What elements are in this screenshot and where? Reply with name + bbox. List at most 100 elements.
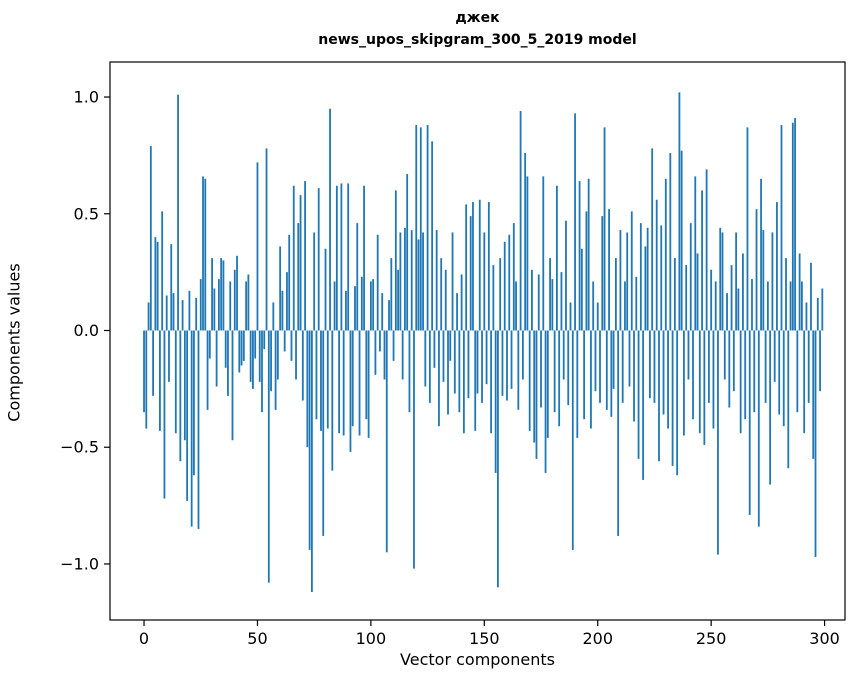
bar: [229, 281, 232, 331]
bar: [676, 330, 679, 476]
bar: [646, 227, 649, 331]
bar: [501, 330, 504, 396]
bar: [528, 330, 531, 431]
bar: [290, 330, 293, 361]
bar: [252, 330, 254, 389]
bar: [274, 330, 277, 410]
bar: [467, 330, 470, 399]
bar: [762, 230, 765, 331]
bar: [556, 185, 558, 331]
bar: [190, 330, 193, 527]
bar: [317, 188, 320, 331]
bar: [374, 330, 377, 375]
bar: [406, 174, 409, 331]
bar: [492, 265, 495, 331]
bar: [730, 265, 733, 331]
bar: [247, 274, 250, 331]
y-tick-label: 1.0: [74, 88, 99, 107]
bar: [202, 176, 204, 331]
bar: [583, 330, 586, 420]
bar: [778, 330, 781, 415]
bar: [531, 269, 533, 331]
bar: [435, 230, 438, 331]
bar: [465, 204, 468, 331]
bar: [288, 234, 291, 331]
bar: [442, 330, 445, 382]
bar: [254, 330, 257, 359]
bar: [394, 190, 397, 331]
bar: [469, 216, 472, 331]
x-tick-label: 300: [809, 629, 840, 648]
bar: [367, 330, 370, 438]
bar: [227, 330, 229, 396]
bar: [603, 127, 606, 331]
bar: [801, 281, 803, 331]
bar: [805, 302, 808, 331]
bar: [183, 330, 186, 441]
bar: [773, 330, 776, 382]
bar: [626, 232, 629, 331]
bar: [240, 330, 243, 366]
bar: [401, 330, 404, 380]
bar: [594, 330, 597, 392]
bar: [637, 330, 640, 459]
bar: [320, 330, 322, 431]
bar: [152, 330, 154, 396]
bar: [617, 330, 620, 536]
bar: [306, 330, 309, 448]
bar: [546, 330, 549, 438]
bar: [569, 302, 572, 331]
bar: [565, 220, 567, 331]
bar: [535, 330, 538, 459]
bar: [451, 232, 454, 331]
bar: [279, 246, 282, 331]
bar: [428, 330, 431, 403]
bar: [490, 330, 493, 434]
bar: [186, 330, 189, 501]
bar: [379, 330, 381, 352]
bar: [798, 253, 801, 331]
y-tick-label: 0.5: [74, 204, 99, 223]
bar: [612, 330, 615, 389]
bar: [680, 150, 683, 331]
bar: [596, 302, 599, 331]
bar: [422, 232, 424, 331]
bar: [508, 234, 511, 331]
bar: [392, 330, 395, 361]
bar: [562, 330, 565, 380]
bar: [510, 330, 513, 389]
bar: [764, 330, 767, 403]
bar: [664, 178, 667, 331]
bar: [560, 272, 563, 331]
bar: [156, 241, 159, 331]
bar: [390, 258, 393, 331]
bar: [261, 330, 263, 413]
bar: [515, 281, 517, 331]
bar: [521, 330, 524, 380]
bar: [476, 330, 479, 394]
bar: [590, 330, 592, 429]
bar: [211, 258, 213, 331]
bar: [256, 162, 259, 331]
bar: [222, 260, 225, 331]
bar: [701, 190, 703, 331]
bar: [739, 330, 742, 434]
bar: [433, 330, 436, 368]
bar: [658, 330, 660, 462]
bar: [276, 330, 279, 380]
bar: [417, 239, 420, 331]
bar: [385, 330, 388, 553]
bar: [667, 330, 669, 429]
bar: [601, 216, 604, 331]
bar: [533, 330, 536, 443]
bar: [753, 330, 756, 413]
bar: [351, 330, 354, 427]
bar: [345, 290, 347, 331]
bar: [587, 178, 590, 331]
y-tick-label: −0.5: [60, 438, 99, 457]
bar: [453, 330, 456, 394]
bar: [449, 330, 452, 361]
bar: [472, 202, 474, 331]
bar: [213, 288, 216, 331]
bar: [263, 330, 266, 350]
